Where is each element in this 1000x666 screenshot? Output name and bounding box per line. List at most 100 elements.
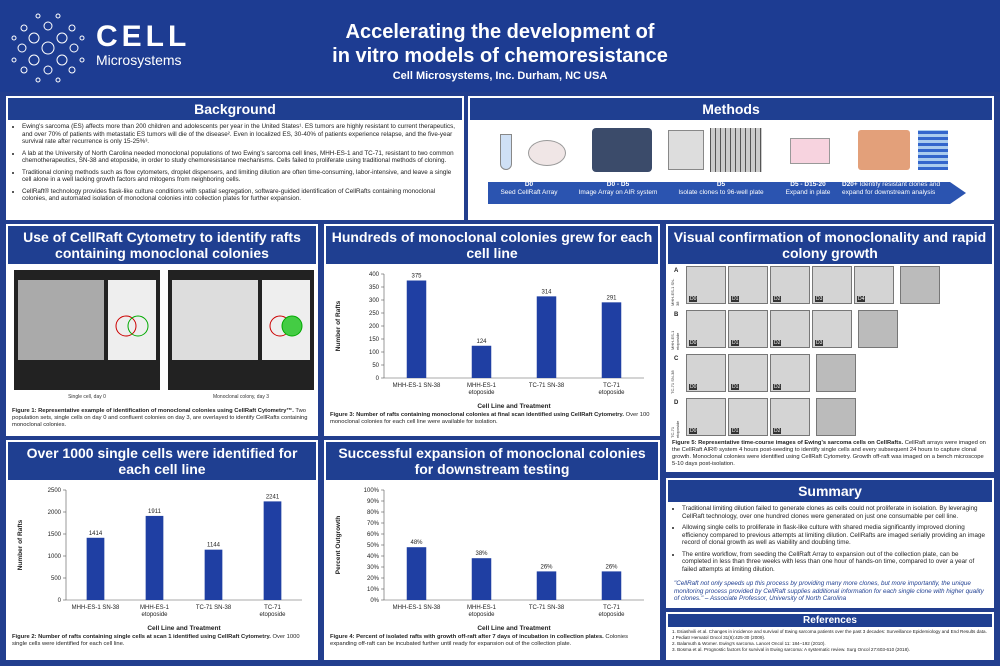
data-label: 375 — [411, 274, 422, 280]
reference-item: 1. Esiashvili et al. Changes in incidenc… — [672, 629, 987, 640]
caption-bold: Figure 3: Number of rafts containing mon… — [330, 412, 624, 418]
array-image — [710, 128, 762, 172]
step-day: D0 — [524, 181, 534, 188]
poster-subtitle: Cell Microsystems, Inc. Durham, NC USA — [392, 70, 608, 82]
timecourse-image: D4 — [854, 266, 894, 304]
cytometry-screen-right — [168, 270, 314, 390]
day-label: D3 — [815, 296, 824, 302]
bar — [406, 280, 427, 378]
y-tick-label: 60% — [367, 532, 380, 538]
y-tick-label: 100% — [364, 488, 380, 494]
dish-icon — [528, 140, 566, 166]
x-axis-label: Cell Line and Treatment — [477, 403, 551, 410]
y-tick-label: 50% — [367, 543, 380, 549]
data-label: 48% — [410, 540, 423, 546]
y-tick-label: 10% — [367, 587, 380, 593]
x-tick-label: etoposide — [141, 612, 168, 618]
title-line-1: Accelerating the development of — [345, 21, 655, 43]
tube-icon — [500, 134, 512, 170]
methods-title: Methods — [470, 98, 992, 120]
day-label: D3 — [815, 340, 824, 346]
bar — [601, 302, 622, 378]
methods-panel: Methods D0 Seed CellRaft Array D0 - D5 Ima… — [468, 96, 994, 220]
title-line-2: in vitro models of chemoresistance — [332, 45, 668, 67]
day-label: D1 — [731, 428, 740, 434]
list-item: CellRaft® technology provides flask-like… — [22, 188, 456, 203]
timecourse-image: D2 — [770, 266, 810, 304]
day-label: D0 — [689, 296, 698, 302]
x-tick-label: etoposide — [468, 612, 495, 618]
y-tick-label: 150 — [369, 337, 380, 343]
data-label: 1911 — [148, 509, 162, 515]
list-item: Allowing single cells to proliferate in … — [682, 524, 986, 547]
reference-item: 3. Bosma et al. Prognostic factors for s… — [672, 647, 910, 652]
logo-dots-icon — [11, 13, 85, 83]
fig3-chart: 0 50 100 150 200 250 300 350 400 375 MHH-ES-1 SN-3… — [335, 272, 644, 410]
y-tick-label: 2000 — [48, 510, 62, 516]
timecourse-image: D3 — [812, 266, 852, 304]
row-label: A — [674, 268, 679, 274]
x-tick-label: MHH-ES-1 — [467, 605, 497, 611]
y-tick-label: 30% — [367, 565, 380, 571]
logo-text: CELL Microsystems — [96, 22, 190, 69]
step-day: D5 - D15-20 — [790, 181, 826, 188]
y-tick-label: 80% — [367, 510, 380, 516]
population-panel-right — [262, 280, 310, 360]
bar — [145, 515, 164, 600]
flask-icon — [858, 130, 910, 170]
y-axis-label: Number of Rafts — [335, 300, 342, 351]
timecourse-image: D0 — [686, 354, 726, 392]
y-tick-label: 2500 — [48, 488, 62, 494]
summary-quote: "CellRaft not only speeds up this proces… — [674, 580, 984, 602]
timecourse-image: D1 — [728, 398, 768, 436]
venn-icon — [269, 315, 303, 337]
reference-item: 2. Balamuth & Womer. Ewing's sarcoma. La… — [672, 641, 826, 646]
day-label: D2 — [773, 384, 782, 390]
timecourse-image: D1 — [728, 266, 768, 304]
day-label: D2 — [773, 428, 782, 434]
bar — [536, 296, 557, 378]
x-tick-label: TC-71 — [264, 605, 281, 611]
background-list: Ewing's sarcoma (ES) affects more than 2… — [8, 120, 462, 210]
population-panel-left — [108, 280, 156, 360]
y-tick-label: 1000 — [48, 554, 62, 560]
day-label: D1 — [731, 340, 740, 346]
y-tick-label: 50 — [372, 363, 379, 369]
references-panel: References 1. Esiashvili et al. Changes … — [666, 612, 994, 660]
step-text: Isolate clones to 96-well plate — [678, 189, 764, 196]
background-panel: Background Ewing's sarcoma (ES) affects … — [6, 96, 464, 220]
y-tick-label: 70% — [367, 521, 380, 527]
figure-2-caption: Figure 2: Number of rafts containing sin… — [8, 634, 316, 648]
x-tick-label: MHH-ES-1 SN-38 — [393, 605, 441, 611]
x-tick-label: MHH-ES-1 SN-38 — [72, 605, 120, 611]
day-label: D2 — [773, 296, 782, 302]
fig4-chart: 0% 10% 20% 30% 40% 50% 60% 70% 80% 90% 100% 48% MHH-… — [335, 488, 644, 632]
step-text: Image Array on AIR system — [578, 189, 658, 196]
fig3-title: Hundreds of monoclonal colonies grew for… — [326, 226, 658, 264]
data-label: 291 — [606, 295, 617, 301]
cytometry-screen-left — [14, 270, 160, 390]
y-tick-label: 250 — [369, 311, 380, 317]
off-raft-image — [816, 354, 856, 392]
bar — [204, 549, 223, 600]
step-3: D5 Isolate clones to 96-well plate — [668, 181, 774, 197]
off-raft-image — [858, 310, 898, 348]
methods-workflow: D0 Seed CellRaft Array D0 - D5 Image Array… — [470, 120, 992, 220]
step-4: D5 - D15-20 Expand in plate — [776, 181, 840, 197]
bar — [406, 547, 427, 600]
day-label: D0 — [689, 384, 698, 390]
y-tick-label: 400 — [369, 272, 380, 278]
data-label: 314 — [541, 289, 552, 295]
timecourse-image: D2 — [770, 354, 810, 392]
figure-1-caption: Figure 1: Representative example of iden… — [8, 408, 316, 429]
y-tick-label: 0 — [376, 376, 380, 382]
timecourse-image: D0 — [686, 398, 726, 436]
x-axis-label: Cell Line and Treatment — [477, 625, 551, 632]
x-tick-label: TC-71 — [603, 605, 620, 611]
y-tick-label: 300 — [369, 298, 380, 304]
day-label: D0 — [689, 428, 698, 434]
data-label: 26% — [540, 564, 553, 570]
x-tick-label: TC-71 SN-38 — [529, 383, 565, 389]
x-tick-label: MHH-ES-1 SN-38 — [393, 383, 441, 389]
poster-title: Accelerating the development of in vitro… — [250, 20, 750, 68]
